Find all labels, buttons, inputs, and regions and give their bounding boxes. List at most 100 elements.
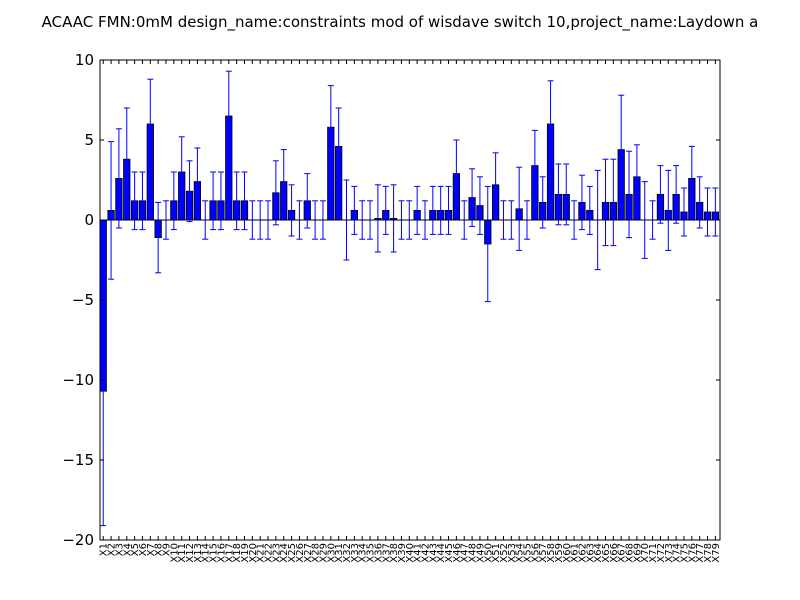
x-tick-label: X10 xyxy=(169,543,180,563)
error-bar-X65 xyxy=(602,158,609,247)
x-tick-label: X18 xyxy=(232,543,243,563)
error-bar-X27 xyxy=(304,173,311,229)
x-tick-label: X45 xyxy=(444,543,455,563)
x-tick-label: X13 xyxy=(193,543,204,563)
x-tick-label: X52 xyxy=(499,543,510,563)
x-tick-label: X50 xyxy=(483,543,494,563)
x-tick-label: X35 xyxy=(366,543,377,563)
x-tick-label: X42 xyxy=(420,543,431,563)
x-tick-label: X14 xyxy=(201,543,212,563)
x-tick-label: X58 xyxy=(546,543,557,563)
x-tick-label: X21 xyxy=(256,543,267,563)
x-tick-label: X17 xyxy=(224,543,235,563)
x-tick-label: X79 xyxy=(711,543,722,563)
x-tick-label: X57 xyxy=(538,543,549,563)
x-tick-label: X41 xyxy=(413,543,424,563)
x-tick-label: X32 xyxy=(342,543,353,563)
error-bar-X57 xyxy=(539,176,546,229)
x-tick-label: X7 xyxy=(146,543,157,556)
x-tick-label: X73 xyxy=(664,543,675,563)
error-bar-X78 xyxy=(704,187,711,237)
error-bar-X67 xyxy=(618,94,625,205)
plot-frame xyxy=(99,59,721,541)
x-tick-label: X77 xyxy=(695,543,706,563)
x-tick-label: X49 xyxy=(475,543,486,563)
error-bar-X79 xyxy=(712,187,719,237)
x-tick-label: X51 xyxy=(491,543,502,563)
y-tick-label: −10 xyxy=(62,371,94,389)
error-bar-X73 xyxy=(665,169,672,251)
error-bar-X49 xyxy=(476,176,483,235)
x-tick-label: X43 xyxy=(428,543,439,563)
x-tick-label: X37 xyxy=(381,543,392,563)
y-tick-label: −20 xyxy=(62,531,94,549)
error-bar-X68 xyxy=(626,150,633,239)
error-bar-X59 xyxy=(555,163,562,226)
x-tick-label: X64 xyxy=(593,543,604,563)
error-bar-X4 xyxy=(123,107,130,211)
x-tick-label: X63 xyxy=(585,543,596,563)
x-tick-label: X24 xyxy=(279,543,290,563)
x-tick-label: X48 xyxy=(468,543,479,563)
error-bar-X33 xyxy=(351,185,358,235)
x-tick-label: X72 xyxy=(656,543,667,563)
x-tick-label: X33 xyxy=(350,543,361,563)
y-tick-label: 10 xyxy=(75,51,94,69)
x-tick-label: X69 xyxy=(632,543,643,563)
error-bar-X3 xyxy=(115,128,122,229)
error-bar-X31 xyxy=(335,107,342,186)
y-axis: 10 5 0 −5 −10 −15 −20 xyxy=(62,51,720,549)
error-bar-X74 xyxy=(673,165,680,224)
x-tick-label: X60 xyxy=(562,543,573,563)
error-bar-X62 xyxy=(578,174,585,231)
error-bar-X13 xyxy=(194,147,201,216)
error-bar-X23 xyxy=(272,160,279,226)
error-bar-X2 xyxy=(108,141,115,280)
error-bar-X11 xyxy=(178,136,185,208)
x-tick-label: X75 xyxy=(679,543,690,563)
x-tick-label: X9 xyxy=(162,543,173,556)
error-bar-X12 xyxy=(186,160,193,223)
x-tick-label: X62 xyxy=(577,543,588,563)
error-bar-X46 xyxy=(453,139,460,208)
x-tick-label: X31 xyxy=(334,543,345,563)
error-bar-X76 xyxy=(688,145,695,211)
x-tick-label: X68 xyxy=(625,543,636,563)
error-bar-X51 xyxy=(492,152,499,218)
x-tick-label: X36 xyxy=(373,543,384,563)
error-bar-X77 xyxy=(696,176,703,229)
x-tick-label: X23 xyxy=(271,543,282,563)
x-tick-label: X40 xyxy=(405,543,416,563)
x-tick-label: X11 xyxy=(177,543,188,563)
x-tick-label: X16 xyxy=(216,543,227,563)
x-tick-label: X47 xyxy=(460,543,471,563)
x-tick-label: X55 xyxy=(523,543,534,563)
x-tick-label: X15 xyxy=(209,543,220,563)
error-bar-X54 xyxy=(516,166,523,251)
x-axis: X1X2X3X4X5X6X7X8X9X10X11X12X13X14X15X16X… xyxy=(99,60,722,563)
error-bar-X56 xyxy=(531,129,538,202)
x-tick-label: X54 xyxy=(515,543,526,563)
error-bar-X72 xyxy=(657,165,664,224)
y-tick-label: −15 xyxy=(62,451,94,469)
x-tick-label: X39 xyxy=(397,543,408,563)
error-bar-X30 xyxy=(327,85,334,170)
x-tick-label: X61 xyxy=(570,543,581,563)
x-tick-label: X46 xyxy=(452,543,463,563)
x-tick-label: X53 xyxy=(507,543,518,563)
error-bar-X43 xyxy=(429,185,436,235)
x-tick-label: X20 xyxy=(248,543,259,563)
x-tick-label: X76 xyxy=(687,543,698,563)
error-bar-X25 xyxy=(288,184,295,237)
x-tick-label: X6 xyxy=(138,543,149,556)
error-bar-X36 xyxy=(374,184,381,253)
error-bar-X8 xyxy=(155,201,162,274)
x-tick-label: X34 xyxy=(358,543,369,563)
error-bar-X17 xyxy=(225,70,232,162)
x-tick-label: X78 xyxy=(703,543,714,563)
x-tick-label: X65 xyxy=(601,543,612,563)
x-tick-label: X30 xyxy=(326,543,337,563)
error-bar-X45 xyxy=(445,185,452,235)
x-tick-label: X1 xyxy=(99,543,110,556)
